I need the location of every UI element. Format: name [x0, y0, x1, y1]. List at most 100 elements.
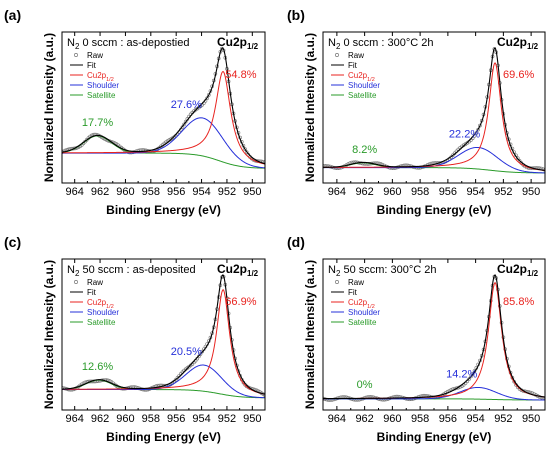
panel-d: 964 962 960 958 956 954 952 950 Binding Energy (… [287, 234, 546, 444]
legend-raw-marker [74, 53, 78, 57]
plot-area [62, 46, 265, 169]
annotation-shoulder: 14.2% [446, 368, 477, 380]
raw-data-point [467, 377, 471, 381]
raw-data-point [454, 386, 459, 390]
peak-title: Cu2p1/2 [217, 35, 259, 51]
panel-a: 964 962 960 958 956 954 952 950 Binding Energy (… [4, 7, 266, 217]
cu2p-main-curve [62, 70, 265, 165]
legend-raw-label: Raw [348, 51, 364, 60]
y-axis-label: Normalized Intensity (a.u.) [303, 260, 317, 409]
x-tick-label: 964 [66, 413, 84, 425]
panel-label: (d) [287, 234, 305, 250]
peak-title: Cu2p1/2 [497, 35, 539, 51]
legend-fit-label: Fit [87, 61, 97, 70]
panel-c: 964 962 960 958 956 954 952 950 Binding Energy (… [4, 234, 266, 444]
x-tick-label: 954 [466, 186, 484, 198]
annotation-satellite: 12.6% [82, 361, 113, 373]
legend-cu2p-label: Cu2p1/2 [348, 71, 375, 83]
panel-label: (a) [4, 7, 21, 23]
legend-satellite-label: Satellite [348, 318, 377, 327]
x-tick-label: 962 [355, 186, 373, 198]
plot-area [323, 47, 545, 174]
condition-label: N2 0 sccm : 300°C 2h [328, 37, 433, 51]
panel-b: 964 962 960 958 956 954 952 950 Binding Energy (… [287, 7, 546, 217]
x-tick-label: 958 [142, 186, 160, 198]
legend-cu2p-label: Cu2p1/2 [348, 298, 375, 310]
annotation-shoulder: 20.5% [171, 346, 202, 358]
legend-raw-label: Raw [348, 278, 364, 287]
legend-raw-label: Raw [87, 51, 103, 60]
x-tick-label: 958 [411, 186, 429, 198]
x-tick-label: 960 [383, 186, 401, 198]
peak-title: Cu2p1/2 [217, 262, 259, 278]
x-tick-label: 962 [91, 186, 109, 198]
annotation-cu2p1-2: 69.6% [503, 69, 534, 81]
x-axis-label: Binding Energy (eV) [106, 203, 221, 217]
x-tick-label: 954 [192, 413, 210, 425]
legend-fit-label: Fit [348, 288, 358, 297]
x-tick-label: 962 [91, 413, 109, 425]
x-tick-label: 964 [66, 186, 84, 198]
legend-cu2p-label: Cu2p1/2 [87, 298, 114, 310]
raw-data-point [323, 164, 325, 168]
x-axis-label: Binding Energy (eV) [377, 203, 492, 217]
x-axis-label: Binding Energy (eV) [106, 430, 221, 444]
annotation-shoulder: 22.2% [449, 128, 480, 140]
y-axis-label: Normalized Intensity (a.u.) [42, 33, 56, 182]
annotation-cu2p1-2: 54.8% [225, 69, 256, 81]
legend-satellite-label: Satellite [87, 318, 116, 327]
raw-data-point [62, 386, 64, 390]
annotation-satellite: 0% [357, 379, 373, 391]
x-tick-label: 954 [192, 186, 210, 198]
legend-shoulder-label: Shoulder [348, 308, 380, 317]
plot-area [323, 274, 545, 402]
condition-label: N2 0 sccm : as-depostied [67, 37, 189, 51]
fit-curve [62, 47, 265, 165]
raw-data-point [244, 150, 249, 154]
raw-data-point [198, 352, 203, 356]
x-tick-label: 962 [355, 413, 373, 425]
x-tick-label: 950 [243, 413, 261, 425]
x-tick-label: 952 [218, 186, 236, 198]
x-tick-label: 960 [116, 186, 134, 198]
legend-shoulder-label: Shoulder [87, 81, 119, 90]
annotation-cu2p1-2: 85.8% [503, 296, 534, 308]
x-tick-label: 956 [439, 186, 457, 198]
legend-raw-marker [74, 280, 78, 284]
raw-data-point [478, 123, 482, 128]
fit-curve [323, 47, 545, 171]
annotation-shoulder: 27.6% [171, 99, 202, 111]
x-tick-label: 950 [522, 413, 540, 425]
legend-raw-marker [335, 280, 339, 284]
x-tick-label: 952 [494, 413, 512, 425]
raw-data-point [200, 349, 204, 354]
legend-raw-marker [335, 53, 339, 57]
x-tick-label: 952 [494, 186, 512, 198]
legend-satellite-label: Satellite [348, 91, 377, 100]
x-tick-label: 952 [218, 413, 236, 425]
x-tick-label: 958 [411, 413, 429, 425]
x-tick-label: 964 [328, 186, 346, 198]
raw-data-point [515, 156, 520, 161]
y-axis-label: Normalized Intensity (a.u.) [42, 260, 56, 409]
x-tick-label: 964 [328, 413, 346, 425]
x-tick-label: 958 [142, 413, 160, 425]
cu2p-main-curve [323, 62, 545, 171]
peak-title: Cu2p1/2 [497, 262, 539, 278]
x-tick-label: 960 [116, 413, 134, 425]
x-tick-label: 956 [167, 413, 185, 425]
annotation-satellite: 17.7% [82, 117, 113, 129]
cu2p-main-curve [62, 289, 265, 395]
x-axis-label: Binding Energy (eV) [377, 430, 492, 444]
x-tick-label: 956 [167, 186, 185, 198]
fit-curve [323, 274, 545, 400]
x-tick-label: 950 [522, 186, 540, 198]
legend-shoulder-label: Shoulder [87, 308, 119, 317]
satellite-curve [62, 135, 265, 169]
y-axis-label: Normalized Intensity (a.u.) [303, 33, 317, 182]
panel-label: (c) [4, 234, 21, 250]
